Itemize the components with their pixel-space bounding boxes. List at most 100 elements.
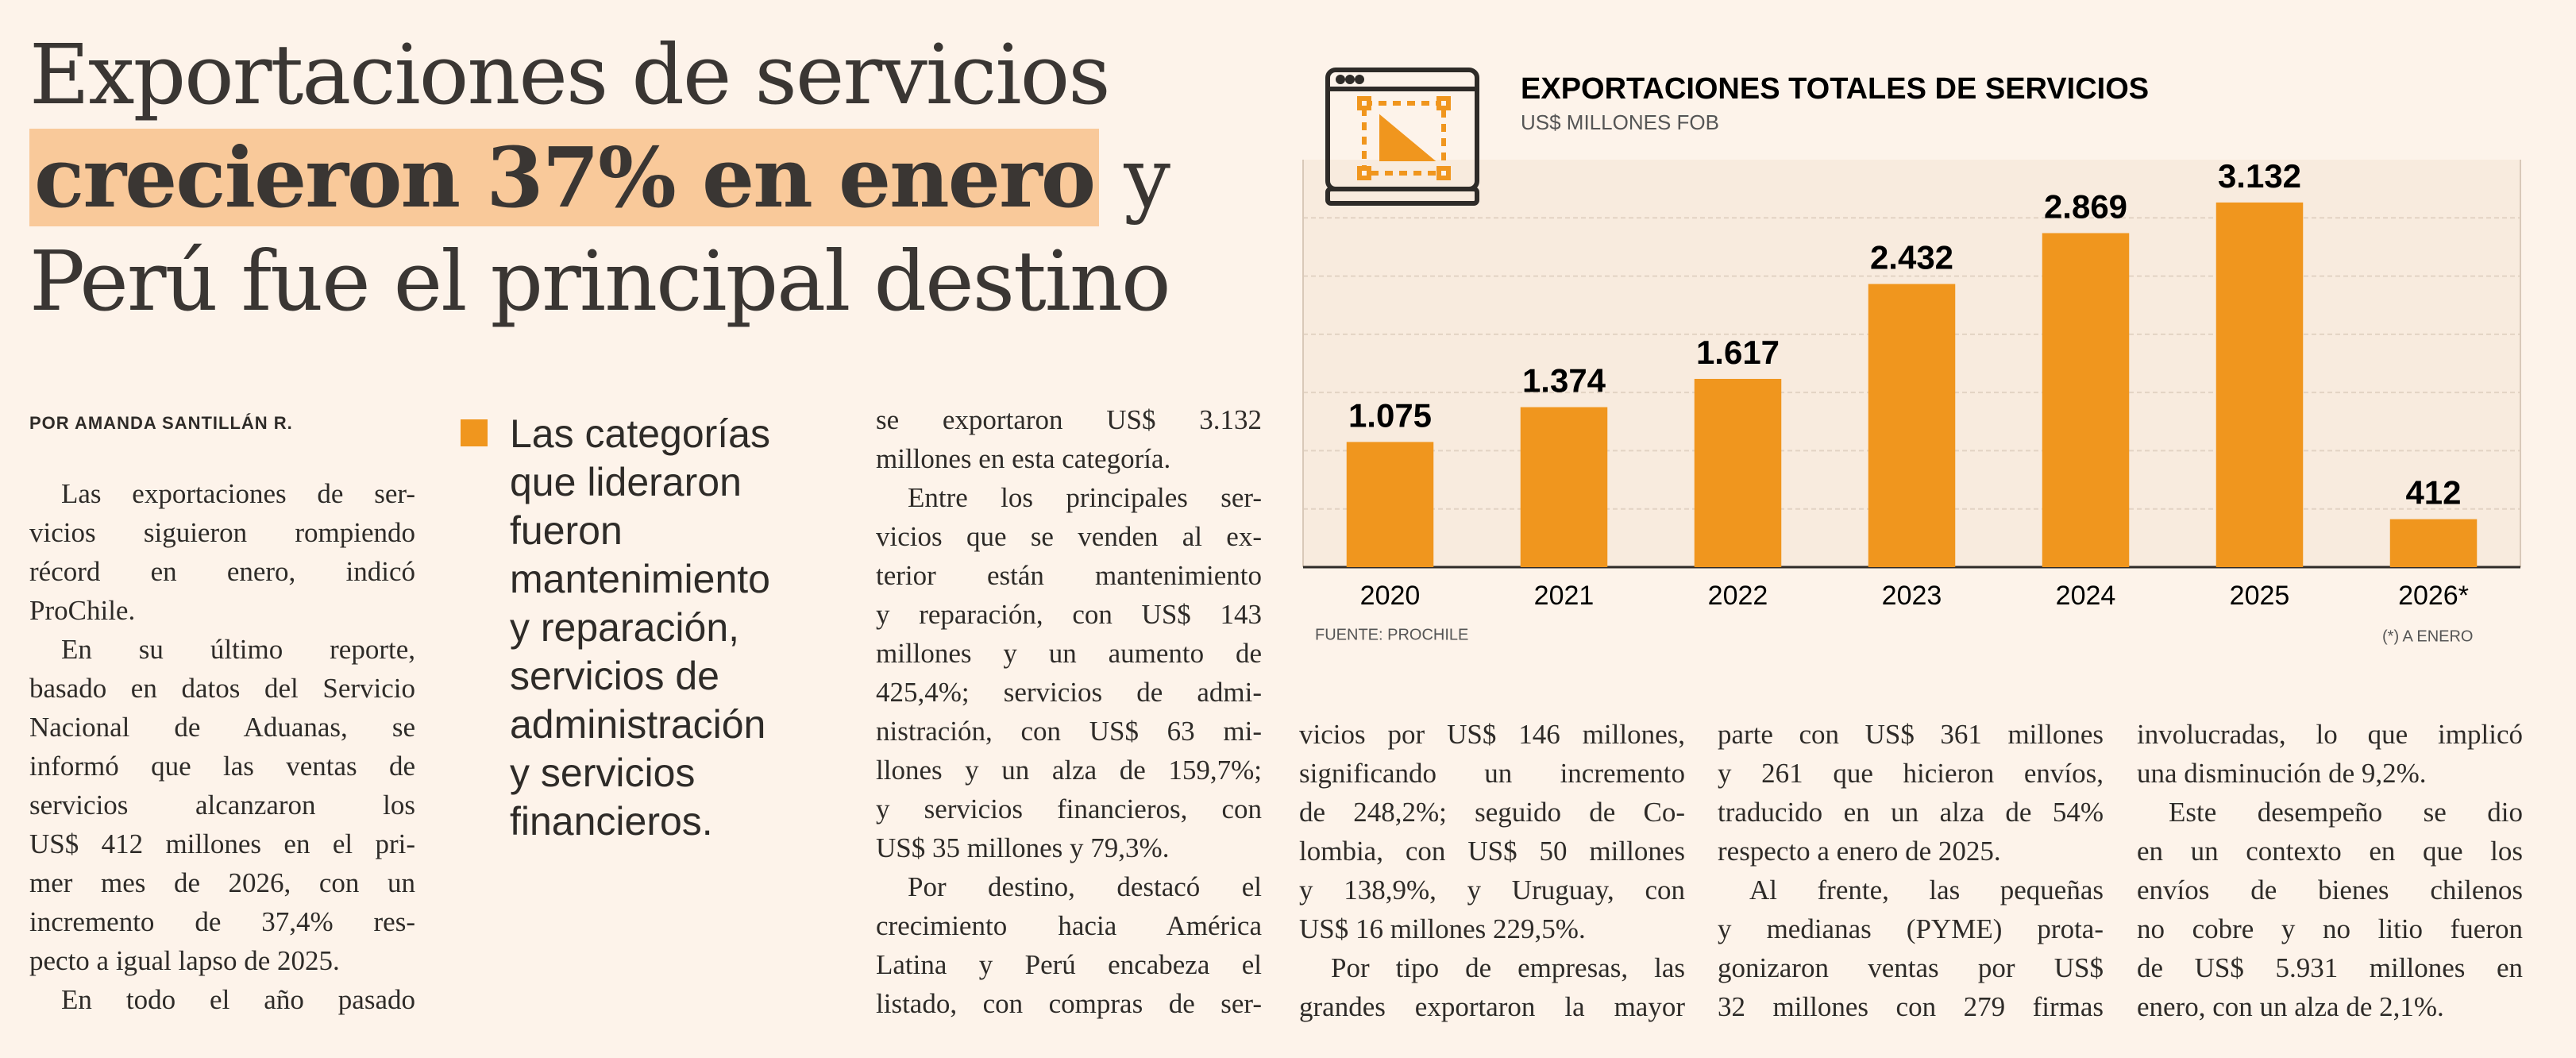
bar	[1520, 407, 1608, 567]
paragraph: Por tipo de empresas, las grandes exporta…	[1299, 948, 1685, 1026]
text-line: y 261 que hicieron envíos,	[1718, 758, 2104, 789]
text-line: grandes exportaron la mayor	[1299, 991, 1685, 1022]
value-label: 2.869	[2044, 188, 2127, 226]
text-line: millones en esta categoría.	[876, 443, 1171, 474]
monitor-icon	[1325, 68, 1479, 206]
text-line: ProChile.	[29, 595, 136, 626]
text-line: traducido en un alza de 54%	[1718, 797, 2104, 828]
text-line: respecto a enero de 2025.	[1718, 836, 2001, 867]
text-line: millones y un aumento de	[876, 638, 1262, 669]
text-line: US$ 412 millones en el pri-	[29, 828, 415, 859]
text-line: basado en datos del Servicio	[29, 673, 415, 704]
callout-line: mantenimiento	[510, 557, 770, 601]
text-line: nistración, con US$ 63 mi-	[876, 716, 1262, 747]
callout-line: y reparación,	[510, 605, 740, 650]
text-line: 425,4%; servicios de admi-	[876, 677, 1262, 708]
callout-line: y servicios	[510, 751, 696, 795]
callout-line: servicios de	[510, 654, 719, 698]
text-line: 32 millones con 279 firmas	[1718, 991, 2104, 1022]
paragraph: parte con US$ 361 millones y 261 que hici…	[1718, 715, 2104, 871]
chart-title: EXPORTACIONES TOTALES DE SERVICIOS	[1521, 72, 2149, 106]
value-label: 3.132	[2218, 157, 2301, 195]
text-line: vicios por US$ 146 millones,	[1299, 719, 1685, 750]
text-line: récord en enero, indicó	[29, 556, 415, 587]
text-line: una disminución de 9,2%.	[2137, 758, 2427, 789]
text-line: US$ 35 millones y 79,3%.	[876, 832, 1170, 863]
text-line: y 138,9%, y Uruguay, con	[1299, 875, 1685, 905]
x-tick-label: 2025	[2230, 581, 2290, 611]
text-line: incremento de 37,4% res-	[29, 906, 415, 937]
text-column: se exportaron US$ 3.132 millones en esta …	[876, 400, 1262, 1023]
value-label: 412	[2405, 474, 2461, 512]
text-line: llones y un alza de 159,7%;	[876, 755, 1262, 786]
text-line: servicios alcanzaron los	[29, 790, 415, 821]
text-column: involucradas, lo que implicó una disminuc…	[2137, 715, 2523, 1026]
bar	[1868, 284, 1956, 567]
text-line: listado, con compras de ser-	[876, 988, 1262, 1019]
text-line: Latina y Perú encabeza el	[876, 949, 1262, 980]
chart-source: FUENTE: PROCHILE	[1315, 626, 1468, 643]
headline-line: Perú fue el principal destino	[29, 233, 1171, 330]
text-line: Las exportaciones de ser-	[61, 478, 415, 509]
text-line: no cobre y no litio fueron	[2137, 913, 2523, 944]
text-column: Las exportaciones de ser-vicios siguiero…	[29, 474, 415, 1019]
text-line: y reparación, con US$ 143	[876, 599, 1262, 630]
text-line: de 248,2%; seguido de Co-	[1299, 797, 1685, 828]
text-line: mer mes de 2026, con un	[29, 867, 415, 898]
headline-line: Exportaciones de servicios	[29, 26, 1111, 123]
callout-line: fueron	[510, 508, 623, 553]
paragraph: involucradas, lo que implicó una disminuc…	[2137, 715, 2523, 793]
text-line: gonizaron ventas por US$	[1718, 952, 2104, 983]
callout: Las categorías que lideraron fueron manteni…	[510, 410, 770, 846]
callout-line: financieros.	[510, 799, 713, 844]
text-line: pecto a igual lapso de 2025.	[29, 945, 340, 976]
text-line: Por destino, destacó el	[908, 871, 1262, 902]
value-label: 1.075	[1348, 397, 1432, 434]
bar	[2389, 519, 2478, 567]
paragraph: Al frente, las pequeñas y medianas (PYME)…	[1718, 871, 2104, 1026]
headline-line: crecieron 37% en enero y	[29, 129, 1170, 226]
byline: POR AMANDA SANTILLÁN R.	[29, 413, 293, 433]
paragraph: se exportaron US$ 3.132 millones en esta …	[876, 400, 1262, 478]
x-tick-label: 2020	[1360, 581, 1421, 611]
value-label: 1.617	[1696, 334, 1780, 371]
text-line: de US$ 5.931 millones en	[2137, 952, 2523, 983]
paragraph: En todo el año pasado	[29, 980, 415, 1019]
text-line: informó que las ventas de	[29, 751, 415, 782]
text-line: parte con US$ 361 millones	[1718, 719, 2104, 750]
callout-bullet	[461, 419, 488, 446]
chart-subtitle: US$ MILLONES FOB	[1521, 110, 1719, 134]
text-line: Al frente, las pequeñas	[1749, 875, 2104, 905]
callout-line: administración	[510, 702, 766, 747]
paragraph: Entre los principales ser-vicios que se …	[876, 478, 1262, 867]
text-column: vicios por US$ 146 millones, significando…	[1299, 715, 1685, 1026]
text-line: y servicios financieros, con	[876, 794, 1262, 824]
text-line: lombia, con US$ 50 millones	[1299, 836, 1685, 867]
text-line: enero, con un alza de 2,1%.	[2137, 991, 2444, 1022]
text-line: Por tipo de empresas, las	[1331, 952, 1685, 983]
value-label: 2.432	[1870, 239, 1953, 276]
text-line: Entre los principales ser-	[908, 482, 1262, 513]
bar	[2215, 202, 2304, 567]
text-line: se exportaron US$ 3.132	[876, 404, 1262, 435]
text-line: en un contexto en que los	[2137, 836, 2523, 867]
text-line: Este desempeño se dio	[2169, 797, 2523, 828]
text-line: vicios que se venden al ex-	[876, 521, 1262, 552]
text-line: En todo el año pasado	[61, 984, 415, 1015]
paragraph: Por destino, destacó el crecimiento hacia…	[876, 867, 1262, 1023]
text-line: En su último reporte,	[61, 634, 415, 665]
x-tick-label: 2026*	[2398, 581, 2469, 611]
x-tick-label: 2021	[1534, 581, 1595, 611]
text-line: y medianas (PYME) prota-	[1718, 913, 2104, 944]
text-line: involucradas, lo que implicó	[2137, 719, 2523, 750]
text-line: significando un incremento	[1299, 758, 1685, 789]
text-line: crecimiento hacia América	[876, 910, 1262, 941]
headline-highlight: crecieron 37% en enero	[29, 129, 1100, 226]
text-line: Nacional de Aduanas, se	[29, 712, 415, 743]
x-tick-label: 2023	[1882, 581, 1942, 611]
chart-note: (*) A ENERO	[2382, 627, 2473, 645]
x-tick-label: 2022	[1708, 581, 1768, 611]
callout-line: Las categorías	[510, 411, 770, 456]
text-column: parte con US$ 361 millones y 261 que hici…	[1718, 715, 2104, 1026]
